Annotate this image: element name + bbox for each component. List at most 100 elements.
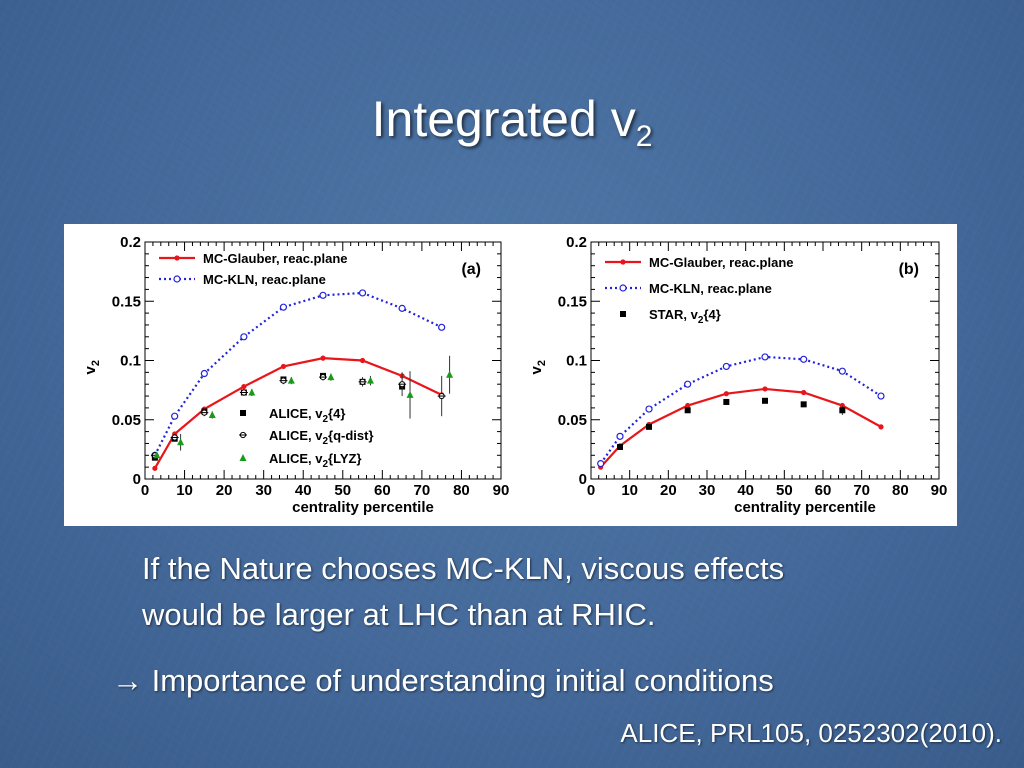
legend-marker	[620, 311, 626, 317]
legend-marker	[174, 255, 180, 261]
data-point	[200, 369, 208, 378]
y-axis-label: v2	[82, 360, 102, 374]
chart-panel-a: 0 10 20 30 40 50 60 70 80 90 0 0.05 0.1 0.15 0.2 centra…	[82, 234, 509, 516]
data-point	[801, 389, 807, 396]
data-point	[279, 303, 288, 311]
x-tick-label: 70	[853, 482, 870, 499]
data-point	[327, 373, 335, 381]
legend-label: ALICE, v2{q-dist}	[269, 428, 374, 447]
data-point	[319, 291, 327, 299]
title-subscript: 2	[635, 120, 653, 153]
x-tick-label: 50	[776, 482, 793, 499]
x-tick-label: 0	[141, 482, 149, 499]
legend-marker	[619, 284, 627, 292]
legend-label: STAR, v2{4}	[649, 307, 721, 326]
data-point	[684, 380, 692, 388]
data-point	[241, 383, 247, 390]
data-point	[685, 402, 691, 409]
data-point	[838, 367, 846, 375]
data-point	[723, 398, 730, 405]
x-tick-label: 20	[216, 482, 233, 499]
x-tick-label: 90	[493, 482, 510, 499]
y-tick-label: 0.1	[566, 353, 587, 370]
data-point	[839, 407, 846, 414]
y-tick-label: 0.2	[566, 234, 587, 251]
y-tick-label: 0.05	[112, 412, 141, 429]
chart-panel-b: 0 10 20 30 40 50 60 70 80 90 0 0.05 0.1 0.15 0.2 centra…	[528, 234, 947, 516]
data-point	[761, 353, 769, 361]
x-tick-label: 10	[176, 482, 193, 499]
legend-suffix: {q-dist}	[328, 428, 374, 443]
arrow-icon: →	[112, 663, 143, 698]
data-point	[359, 357, 366, 364]
data-point	[171, 412, 179, 420]
legend-label: ALICE, v2{4}	[269, 406, 345, 425]
x-tick-label: 10	[621, 482, 638, 499]
data-point	[248, 388, 256, 396]
x-tick-label: 80	[453, 482, 470, 499]
data-point	[800, 355, 808, 363]
bullet-line-2: would be larger at LHC than at RHIC.	[142, 597, 656, 632]
data-point	[684, 407, 691, 414]
data-point	[406, 390, 414, 398]
y-tick-label: 0.15	[558, 293, 587, 310]
figure-panel: 0 10 20 30 40 50 60 70 80 90 0 0.05 0.1 0.15 0.2 centra…	[64, 224, 957, 526]
data-point	[240, 333, 248, 341]
slide-title: Integrated v2	[0, 90, 1024, 154]
legend-subscript: 2	[322, 459, 328, 470]
x-axis-label: centrality percentile	[734, 499, 876, 516]
data-point	[723, 391, 729, 397]
legend-subscript: 2	[322, 436, 328, 447]
legend-label: ALICE, v2{LYZ}	[269, 451, 362, 470]
title-text: Integrated v	[371, 91, 636, 147]
y-tick-label: 0.05	[558, 412, 587, 429]
y-tick-label: 0.1	[120, 353, 141, 370]
legend-marker	[620, 259, 626, 265]
x-tick-label: 30	[699, 482, 716, 499]
x-tick-label: 40	[295, 482, 312, 499]
data-point	[877, 392, 885, 400]
legend-label: MC-Glauber, reac.plane	[203, 251, 348, 266]
data-point	[800, 401, 807, 408]
x-tick-label: 40	[737, 482, 754, 499]
data-point	[152, 465, 158, 471]
panel-label: (a)	[461, 261, 481, 278]
legend-marker	[240, 410, 246, 416]
data-point	[153, 451, 161, 459]
data-point	[280, 363, 287, 370]
data-point	[645, 405, 653, 413]
legend-suffix: {4}	[703, 307, 720, 322]
x-tick-label: 20	[660, 482, 677, 499]
data-point	[366, 376, 374, 384]
x-tick-label: 60	[374, 482, 391, 499]
x-tick-label: 50	[334, 482, 351, 499]
x-tick-label: 90	[931, 482, 948, 499]
legend-marker	[239, 454, 247, 461]
y-tick-label: 0	[579, 471, 587, 488]
legend-label: MC-KLN, reac.plane	[649, 281, 772, 296]
legend-suffix: {4}	[328, 406, 345, 421]
legend-label: MC-Glauber, reac.plane	[649, 255, 794, 270]
y-tick-label: 0.2	[120, 234, 141, 251]
legend-subscript: 2	[322, 414, 328, 425]
data-point	[762, 386, 768, 392]
data-point	[878, 424, 884, 430]
legend-label: MC-KLN, reac.plane	[203, 272, 326, 287]
data-point	[616, 432, 624, 440]
data-point	[617, 444, 623, 451]
data-point	[446, 370, 454, 378]
conclusion-text: Importance of understanding initial cond…	[151, 663, 774, 698]
data-point	[762, 397, 768, 404]
x-tick-label: 0	[587, 482, 595, 499]
chart-figure: 0 10 20 30 40 50 60 70 80 9000.050.10.150.2centra…	[82, 234, 947, 516]
panel-label: (b)	[899, 261, 919, 278]
y-tick-label: 0.15	[112, 293, 141, 310]
y-axis-label-subscript: 2	[90, 360, 102, 366]
x-tick-label: 70	[414, 482, 431, 499]
x-axis-label: centrality percentile	[292, 499, 434, 516]
legend-suffix: {LYZ}	[328, 451, 361, 466]
data-point	[597, 459, 605, 468]
data-point	[398, 304, 406, 312]
x-tick-label: 30	[255, 482, 272, 499]
x-tick-label: 60	[815, 482, 832, 499]
